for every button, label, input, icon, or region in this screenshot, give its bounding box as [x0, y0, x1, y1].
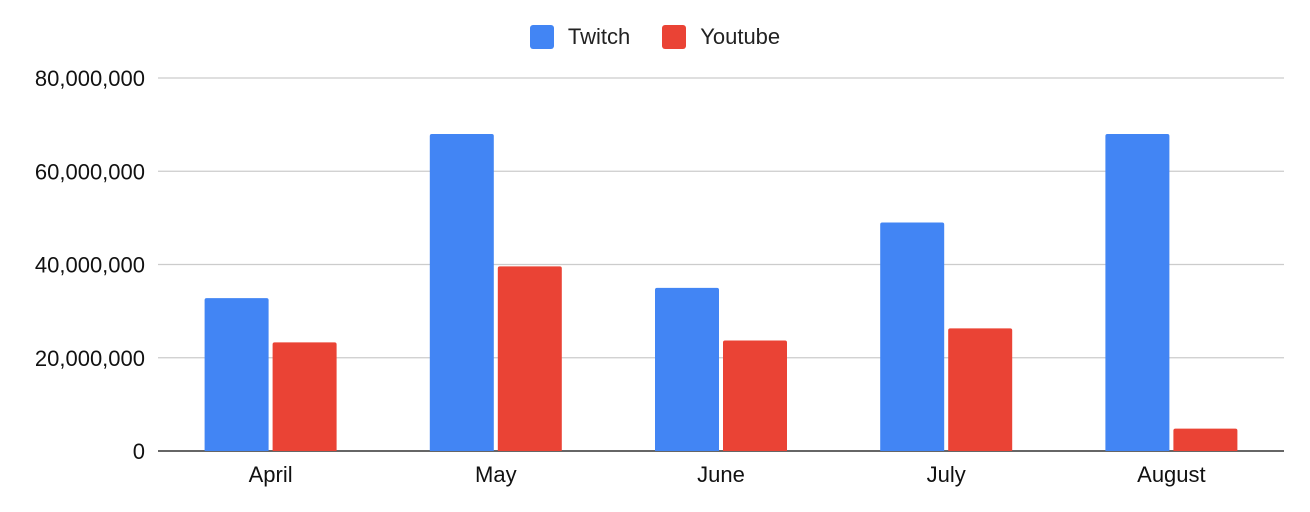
- bar-youtube-july: [948, 328, 1013, 451]
- bar-twitch-may: [429, 133, 494, 451]
- x-tick-label-1: May: [475, 462, 517, 487]
- x-tick-label-0: April: [249, 462, 293, 487]
- x-tick-label-2: June: [697, 462, 745, 487]
- bar-twitch-july: [880, 222, 945, 451]
- bar-youtube-may: [497, 266, 562, 451]
- y-tick-label-1: 20,000,000: [35, 346, 145, 371]
- bar-twitch-august: [1105, 133, 1170, 451]
- x-tick-label-3: July: [927, 462, 966, 487]
- y-tick-label-4: 80,000,000: [35, 66, 145, 91]
- legend-label-twitch: Twitch: [567, 24, 631, 49]
- bar-youtube-august: [1173, 428, 1238, 451]
- bar-youtube-april: [272, 342, 337, 451]
- legend-item-youtube: Youtube: [662, 24, 780, 50]
- bar-twitch-april: [204, 298, 269, 451]
- legend: Twitch Youtube: [0, 24, 1310, 50]
- legend-swatch-youtube: [662, 25, 687, 49]
- x-tick-label-4: August: [1137, 462, 1206, 487]
- y-tick-label-3: 60,000,000: [35, 159, 145, 184]
- y-tick-label-2: 40,000,000: [35, 253, 145, 278]
- legend-swatch-twitch: [529, 25, 554, 49]
- bar-twitch-june: [655, 287, 719, 451]
- legend-item-twitch: Twitch: [529, 24, 631, 50]
- legend-label-youtube: Youtube: [700, 24, 781, 49]
- bar-youtube-june: [723, 340, 787, 451]
- y-tick-label-0: 0: [133, 439, 145, 464]
